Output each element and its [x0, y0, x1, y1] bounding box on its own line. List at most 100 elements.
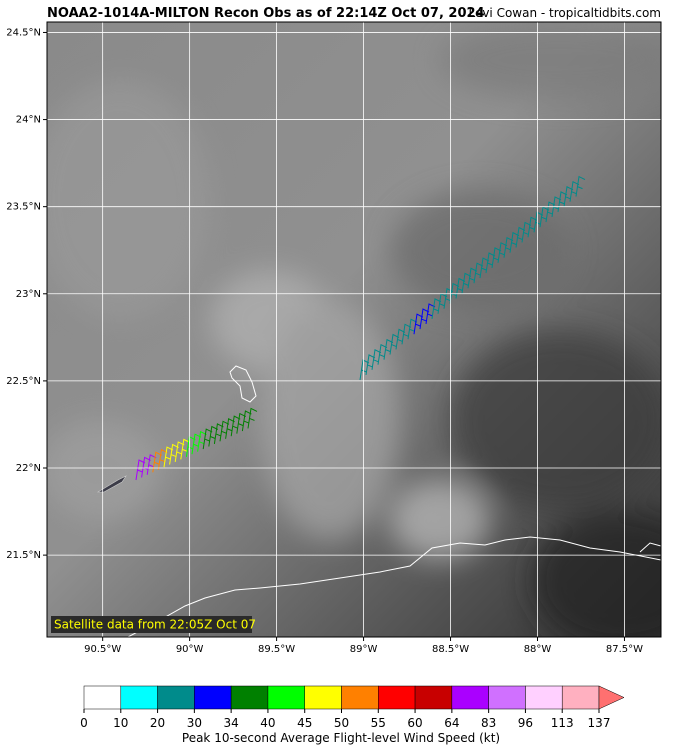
wind-barb: [157, 448, 168, 470]
colorbar-segment: [267, 685, 305, 710]
colorbar-segment: [561, 685, 600, 710]
wind-barb: [407, 318, 418, 340]
wind-barb: [509, 231, 520, 253]
colorbar-tick-label: 40: [260, 716, 275, 730]
lat-label: 23.5°N: [6, 202, 41, 213]
wind-barb: [213, 423, 224, 444]
wind-barb: [401, 323, 412, 345]
lat-label: 22.5°N: [6, 376, 41, 387]
wind-barb: [247, 407, 258, 429]
colorbar-tick-label: 10: [113, 716, 128, 730]
wind-barb: [545, 201, 556, 223]
colorbar-tick-label: 30: [187, 716, 202, 730]
wind-barb: [359, 359, 370, 381]
lon-label: 87.5°W: [606, 644, 643, 655]
wind-barb: [527, 216, 538, 238]
wind-barb: [169, 443, 179, 465]
wind-barb: [569, 180, 580, 202]
wind-barb: [485, 252, 496, 274]
wind-barb: [419, 308, 430, 330]
wind-barb: [236, 412, 247, 434]
wind-barb: [163, 446, 174, 468]
wind-barb: [413, 313, 424, 335]
lon-label: 90.5°W: [84, 644, 121, 655]
colorbar-tick-label: 96: [518, 716, 533, 730]
wind-barb: [497, 242, 508, 263]
wind-barb: [479, 257, 490, 279]
colorbar-segment: [230, 685, 269, 710]
colorbar-tick-label: 20: [150, 716, 165, 730]
wind-barb: [219, 420, 230, 442]
credit: Levi Cowan - tropicaltidbits.com: [468, 6, 661, 20]
lat-label: 23°N: [16, 289, 41, 300]
wind-barb: [365, 354, 376, 375]
wind-barb: [377, 343, 388, 365]
colorbar-tick-label: 0: [80, 716, 88, 730]
lat-label: 22°N: [16, 463, 41, 474]
wind-barb: [191, 433, 202, 455]
colorbar-tick-label: 55: [371, 716, 386, 730]
wind-barb: [174, 441, 185, 463]
annotation-box: [51, 616, 252, 633]
colorbar-segment: [83, 685, 122, 710]
colorbar-tick-label: 45: [297, 716, 312, 730]
satellite-image: [47, 22, 661, 637]
colorbar-tick-label: 113: [551, 716, 574, 730]
wind-barb: [467, 267, 478, 289]
wind-barb: [208, 425, 219, 447]
wind-barb: [575, 175, 586, 197]
map-frame: [46, 21, 662, 638]
wind-barb: [533, 211, 544, 233]
colorbar-tick-label: 137: [588, 716, 611, 730]
wind-barb: [515, 226, 526, 248]
wind-barb: [491, 247, 502, 268]
wind-barb: [225, 418, 235, 439]
wind-barb: [383, 338, 394, 360]
colorbar-arrow: [598, 685, 625, 710]
colorbar-segment: [157, 685, 195, 710]
colorbar-tick-label: 34: [224, 716, 239, 730]
wind-barb: [395, 328, 406, 350]
colorbar-segment: [525, 685, 563, 710]
wind-barb: [389, 333, 400, 355]
colorbar-label: Peak 10-second Average Flight-level Wind…: [182, 731, 500, 745]
colorbar-segment: [488, 685, 526, 710]
wind-barb: [180, 438, 191, 460]
wind-barb: [521, 221, 532, 243]
lat-label: 24°N: [16, 115, 41, 126]
wind-barb: [241, 410, 252, 432]
wind-barb: [539, 206, 550, 228]
wind-barb: [135, 459, 146, 481]
colorbar-tick-label: 83: [481, 716, 496, 730]
colorbar-tick-label: 64: [444, 716, 459, 730]
lat-label: 24.5°N: [6, 27, 41, 38]
lon-label: 88.5°W: [432, 644, 469, 655]
colorbar-segment: [378, 685, 416, 710]
wind-barb: [563, 186, 574, 207]
wind-barb: [202, 428, 213, 450]
wind-barb: [473, 262, 484, 284]
colorbar-segment: [451, 685, 489, 710]
lat-label: 21.5°N: [6, 550, 41, 561]
wind-barb: [461, 272, 472, 294]
wind-barb: [443, 287, 454, 309]
wind-barb: [455, 277, 466, 299]
colorbar-tick-label: 60: [407, 716, 422, 730]
lon-label: 89°W: [350, 644, 378, 655]
colorbar-tick-label: 50: [334, 716, 349, 730]
wind-barb: [371, 349, 382, 370]
wind-barb: [503, 236, 514, 258]
lon-label: 90°W: [176, 644, 204, 655]
colorbar-segment: [414, 685, 453, 710]
annotation: Satellite data from 22:05Z Oct 07: [54, 618, 256, 632]
wind-barb: [557, 191, 568, 212]
wind-barb: [431, 298, 442, 319]
colorbar-segment: [341, 685, 379, 710]
wind-barb: [551, 196, 562, 218]
wind-barb: [197, 430, 207, 452]
wind-barb: [425, 303, 436, 325]
lon-label: 89.5°W: [258, 644, 295, 655]
title: NOAA2-1014A-MILTON Recon Obs as of 22:14…: [47, 6, 485, 21]
wind-barb: [152, 451, 163, 473]
